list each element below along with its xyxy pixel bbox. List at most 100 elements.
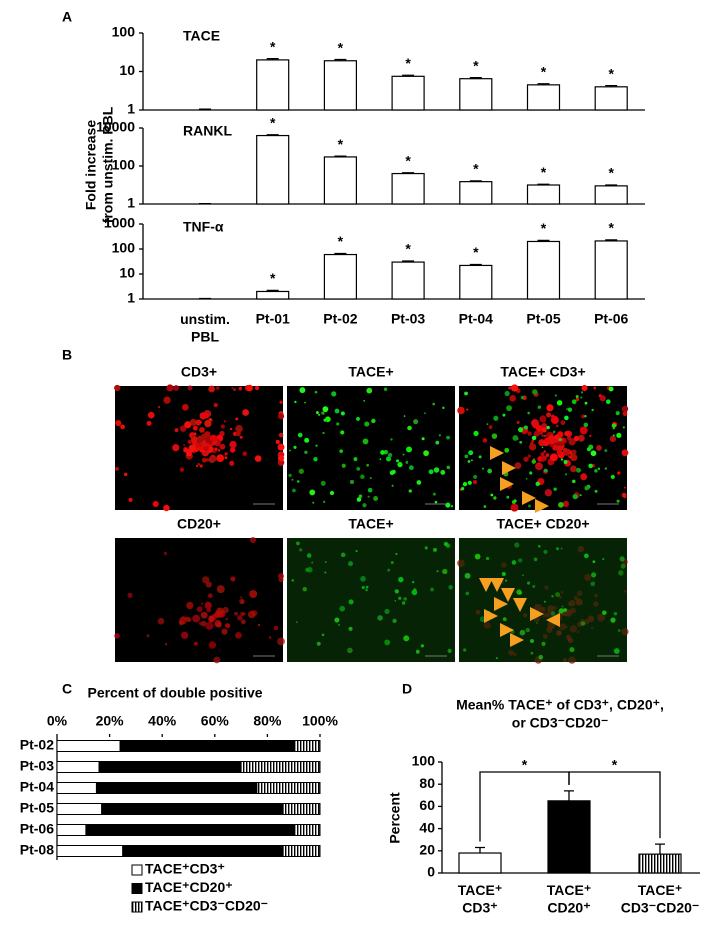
- green-signal: [440, 469, 446, 475]
- y-tick-label: Pt-04: [20, 779, 54, 795]
- red-signal: [216, 585, 225, 594]
- facet-title: TACE: [183, 28, 220, 44]
- green-signal: [432, 402, 436, 406]
- error-bar: [537, 183, 550, 185]
- red-signal: [535, 462, 543, 471]
- green-signal: [315, 444, 318, 447]
- red-signal: [516, 420, 520, 424]
- green-signal: [564, 473, 568, 476]
- green-signal: [435, 440, 440, 445]
- green-signal: [616, 432, 622, 438]
- green-signal: [314, 390, 318, 394]
- green-signal: [523, 425, 528, 430]
- chart-title: Mean% TACE⁺ of CD3⁺, CD20⁺,: [456, 697, 664, 713]
- error-bar: [475, 846, 485, 854]
- chart-title: Percent of double positive: [87, 685, 262, 701]
- green-signal: [605, 399, 611, 405]
- red-signal: [236, 431, 241, 437]
- green-signal: [544, 600, 546, 603]
- red-signal: [164, 643, 168, 646]
- red-signal: [205, 621, 214, 630]
- green-signal: [467, 459, 471, 463]
- red-signal: [531, 419, 539, 428]
- green-signal: [610, 617, 616, 623]
- bar-segment: [85, 824, 295, 836]
- green-signal: [363, 399, 366, 402]
- green-signal: [556, 400, 563, 406]
- arrowhead: [484, 609, 498, 623]
- green-signal: [532, 584, 536, 588]
- green-signal: [530, 651, 534, 655]
- green-signal: [445, 502, 451, 508]
- green-signal: [522, 574, 524, 576]
- red-signal: [219, 443, 226, 450]
- green-signal: [592, 560, 596, 564]
- y-axis-label: Fold increase: [83, 120, 99, 210]
- bar: [526, 184, 561, 205]
- green-signal: [487, 468, 492, 474]
- green-signal: [322, 431, 325, 435]
- green-signal: [304, 437, 310, 443]
- error-bar: [334, 155, 347, 157]
- green-signal: [460, 487, 465, 491]
- bar: [638, 853, 682, 874]
- green-signal: [516, 589, 522, 595]
- green-signal: [294, 400, 297, 404]
- red-signal: [157, 405, 161, 409]
- red-signal: [541, 434, 545, 437]
- green-signal: [329, 490, 335, 496]
- red-signal: [579, 426, 588, 435]
- green-signal: [555, 592, 561, 598]
- green-signal: [473, 430, 479, 437]
- green-signal: [365, 585, 369, 589]
- green-signal: [602, 610, 607, 615]
- red-signal: [174, 428, 179, 433]
- bar: [256, 59, 290, 111]
- significance-mark: *: [541, 164, 547, 180]
- green-signal: [390, 438, 393, 441]
- green-signal: [450, 505, 454, 508]
- green-signal: [465, 591, 470, 596]
- red-signal: [196, 606, 203, 613]
- green-signal: [403, 415, 406, 417]
- green-signal: [518, 427, 524, 433]
- green-signal: [323, 500, 326, 503]
- green-signal: [505, 579, 508, 582]
- red-signal: [277, 573, 285, 580]
- green-signal: [611, 423, 617, 428]
- red-signal: [623, 495, 627, 499]
- red-signal: [510, 384, 519, 392]
- green-signal: [316, 641, 321, 646]
- green-signal: [504, 390, 510, 397]
- bar-segment: [282, 803, 321, 815]
- red-signal: [172, 444, 180, 452]
- green-signal: [551, 594, 554, 598]
- red-signal: [550, 414, 555, 419]
- red-signal: [531, 439, 534, 443]
- bar-segment: [56, 761, 100, 773]
- green-haze: [287, 538, 455, 662]
- image-background: [115, 538, 283, 662]
- green-signal: [389, 470, 395, 476]
- red-signal: [235, 631, 242, 639]
- red-signal: [230, 576, 236, 582]
- red-signal: [242, 451, 247, 456]
- red-signal: [573, 436, 579, 442]
- green-signal: [407, 425, 412, 431]
- error-bar: [266, 134, 279, 136]
- image-label: TACE+: [348, 364, 393, 380]
- red-signal: [568, 438, 576, 446]
- bar: [256, 134, 290, 205]
- red-signal: [472, 479, 478, 485]
- green-signal: [358, 494, 363, 499]
- red-signal: [239, 435, 243, 439]
- error-bar: [199, 297, 211, 300]
- green-signal: [340, 552, 346, 558]
- red-signal: [191, 434, 195, 438]
- green-signal: [594, 489, 598, 493]
- green-signal: [387, 452, 393, 458]
- green-signal: [356, 497, 362, 502]
- red-signal: [581, 414, 586, 419]
- green-signal: [322, 406, 329, 413]
- arrowhead: [522, 491, 536, 505]
